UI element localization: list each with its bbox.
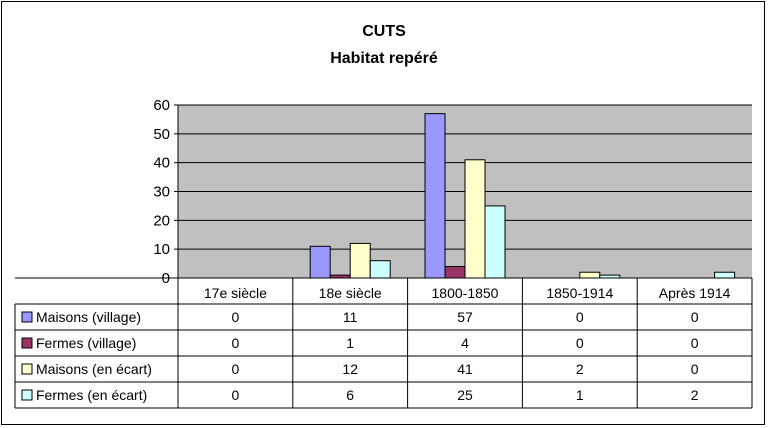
bar [484,205,506,279]
data-label: 0 [232,335,240,351]
bar [309,245,331,279]
data-label: 0 [691,335,699,351]
y-tick-label: 20 [153,212,170,229]
bar [424,113,446,279]
bar [464,159,486,279]
bar [349,242,371,279]
x-tick-label: 1800-1850 [432,285,499,301]
data-label: 0 [576,335,584,351]
legend-entry: Fermes (en écart) [36,387,147,403]
y-tick-label: 30 [153,184,170,201]
bar [714,271,736,279]
data-label: 4 [461,335,469,351]
legend-entry: Maisons (village) [36,309,141,325]
data-table: 17e siècle 18e siècle 1800-1850 1850-1914 Ap… [14,277,753,409]
x-tick-label: 18e siècle [319,285,382,301]
legend-swatch [21,311,33,323]
x-tick-label: 17e siècle [204,285,267,301]
y-tick-label: 10 [153,241,170,258]
data-label: 0 [232,387,240,403]
chart-title: CUTS [362,23,406,40]
data-label: 2 [691,387,699,403]
data-label: 0 [232,309,240,325]
bar [369,260,391,279]
y-tick-label: 60 [153,97,170,114]
data-label: 41 [457,361,473,377]
data-label: 0 [691,361,699,377]
data-label: 1 [576,387,584,403]
data-label: 0 [232,361,240,377]
bar [444,265,466,279]
y-tick-label: 40 [153,155,170,172]
x-tick-label: 1850-1914 [546,285,613,301]
data-label: 0 [576,309,584,325]
legend-swatch [21,389,33,401]
data-label: 12 [342,361,358,377]
y-tick-label: 50 [153,126,170,143]
data-label: 25 [457,387,473,403]
data-label: 6 [346,387,354,403]
x-tick-label: Après 1914 [659,285,731,301]
data-label: 57 [457,309,473,325]
chart-subtitle: Habitat repéré [330,50,438,67]
bar [579,271,601,279]
bars [309,113,736,279]
data-label: 0 [691,309,699,325]
data-label: 11 [343,309,358,325]
legend-swatch [21,337,33,349]
legend-entry: Fermes (village) [36,335,136,351]
data-label: 1 [346,335,354,351]
legend-entry: Maisons (en écart) [36,361,152,377]
legend-swatch [21,363,33,375]
data-label: 2 [576,361,584,377]
